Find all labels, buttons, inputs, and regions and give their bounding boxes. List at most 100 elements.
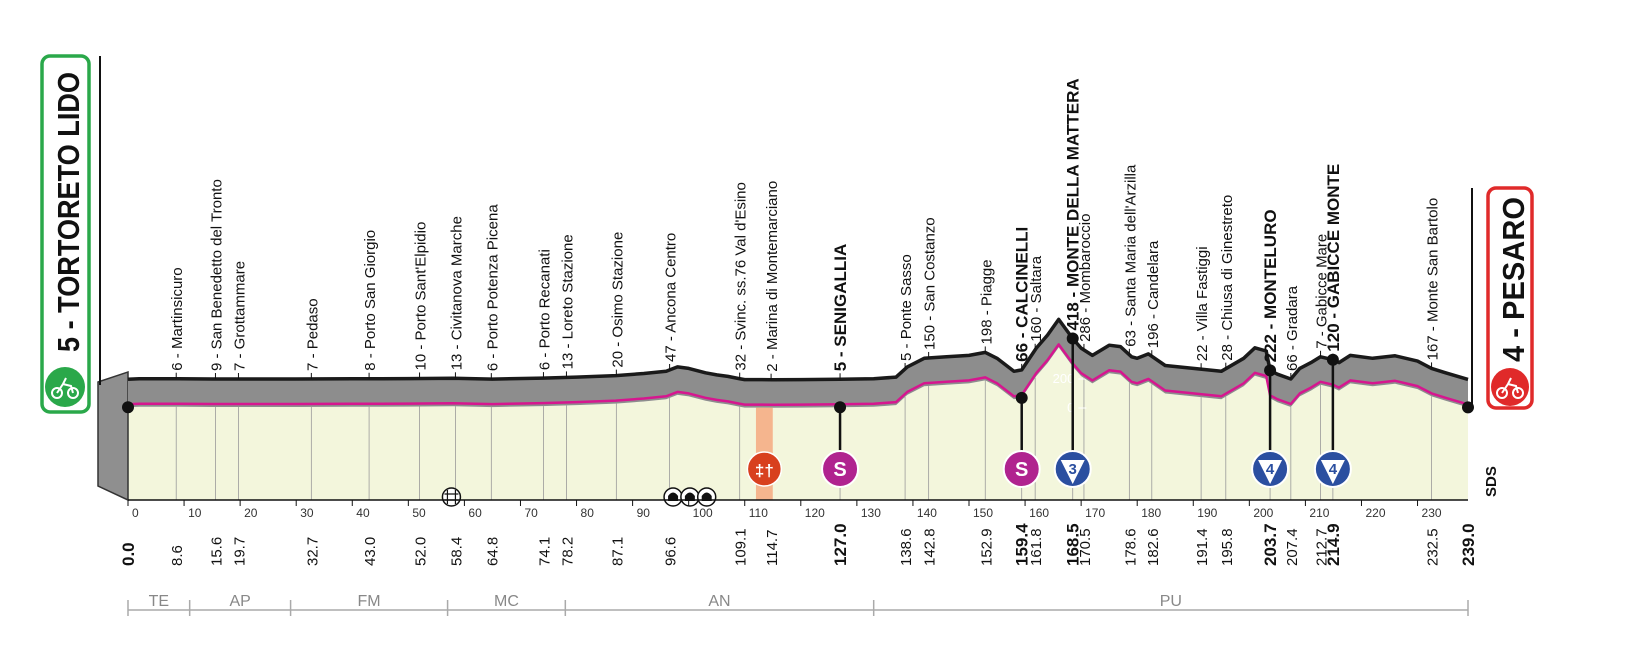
province-label: MC [494, 593, 519, 610]
profile-road-line [127, 343, 1469, 406]
intermediate-point-label: 7 - Pedaso [304, 298, 321, 371]
km-label: 64.8 [484, 537, 501, 566]
profile-base [128, 347, 1468, 500]
intermediate-point-label: 28 - Chiusa di Ginestreto [1219, 195, 1236, 361]
sprint-point [834, 401, 847, 414]
km-label: 0.0 [119, 542, 138, 566]
intermediate-point-label: 66 - CALCINELLI [1013, 227, 1032, 362]
km-label: 8.6 [169, 545, 186, 566]
sprint-point [1015, 391, 1028, 404]
altitude-tick-label: 200 [1053, 371, 1075, 386]
tunnel-arch [684, 492, 695, 501]
intermediate-point-label: 10 - Porto Sant'Elpidio [413, 222, 430, 371]
x-tick-label: 170 [1085, 506, 1105, 520]
start-point [122, 401, 134, 414]
railway-tracks [444, 490, 459, 504]
intermediate-point-label: 32 - Svinc. ss.76 Val d'Esino [733, 182, 750, 371]
start-cyclist-icon [45, 367, 85, 407]
tunnel-arch [701, 492, 712, 501]
intermediate-point-label: 5 - Ponte Sasso [898, 254, 915, 361]
km-label: 152.9 [978, 528, 995, 566]
intermediate-point-label: 286 - Mombaroccio [1077, 214, 1094, 342]
profile-side-slab [97, 370, 129, 502]
km-label: 78.2 [559, 537, 576, 566]
intermediate-point-label: 47 - Ancona Centro [663, 233, 680, 362]
start-badge: 5 - TORTORETO LIDO [40, 54, 101, 414]
finish-badge-frame [1486, 186, 1534, 410]
sprint-icon [821, 450, 860, 488]
km-label: 114.7 [764, 530, 781, 566]
km-label: 142.8 [922, 528, 939, 566]
profile-ridge-line [127, 317, 1469, 382]
km-label: 214.9 [1324, 523, 1343, 566]
intermediate-point-label: 7 - Grottammare [231, 261, 248, 371]
sprint-icon-label: S [833, 459, 846, 481]
km-label: 170.5 [1077, 528, 1094, 566]
x-tick-label: 80 [581, 506, 595, 520]
start-badge-frame [40, 54, 91, 414]
km-label: 19.7 [231, 537, 248, 566]
intermediate-point-label: 5 - SENIGALLIA [831, 244, 850, 372]
x-tick-label: 120 [805, 506, 825, 520]
km-label: 191.4 [1194, 528, 1211, 566]
x-tick-label: 210 [1309, 506, 1329, 520]
km-label: 203.7 [1261, 523, 1280, 566]
finish-cyclist-icon [1491, 368, 1529, 406]
sprint-icon [1002, 450, 1041, 488]
kom-triangle-icon [1320, 460, 1345, 484]
intermediate-point-label: 63 - Santa Maria dell'Arzilla [1122, 164, 1139, 347]
km-label: 182.6 [1145, 528, 1162, 566]
km-label: 168.5 [1064, 523, 1083, 566]
km-label: 74.1 [536, 537, 553, 566]
km-label: 138.6 [898, 528, 915, 566]
x-tick-label: 200 [1253, 506, 1273, 520]
feed-icon [746, 451, 783, 487]
km-label: 52.0 [413, 537, 430, 566]
km-label: 109.1 [733, 528, 750, 566]
intermediate-point-label: 6 - Porto Recanati [536, 249, 553, 370]
intermediate-point-label: 222 - MONTELURO [1261, 209, 1280, 362]
finish-town-label: 4 - PESARO [1496, 197, 1531, 362]
start-town-label: 5 - TORTORETO LIDO [51, 72, 86, 352]
x-tick-label: 190 [1197, 506, 1217, 520]
intermediate-point-label: 13 - Loreto Stazione [559, 234, 576, 369]
kom-triangle-icon [1060, 460, 1085, 484]
intermediate-point-label: 150 - San Costanzo [922, 217, 939, 350]
x-tick-label: 130 [861, 506, 881, 520]
kom-category-label: 4 [1329, 461, 1338, 478]
km-label: 43.0 [362, 537, 379, 566]
intermediate-point-label: 13 - Civitanova Marche [448, 216, 465, 370]
x-tick-label: 100 [693, 506, 713, 520]
intermediate-point-label: 198 - Piagge [978, 259, 995, 344]
tunnel-arch [668, 492, 679, 501]
km-label: 195.8 [1219, 528, 1236, 566]
km-label: 96.6 [663, 537, 680, 566]
km-label: 58.4 [448, 537, 465, 566]
intermediate-point-label: 196 - Candelara [1145, 240, 1162, 348]
intermediate-point-label: 6 - Martinsicuro [169, 267, 186, 370]
x-tick-label: 150 [973, 506, 993, 520]
kom-triangle-icon [1258, 460, 1283, 484]
x-tick-label: 140 [917, 506, 937, 520]
intermediate-point-label: 8 - Porto San Giorgio [362, 230, 379, 371]
kom-category-label: 3 [1069, 461, 1077, 478]
province-label: FM [358, 593, 381, 610]
sds-label: SDS [1483, 466, 1500, 497]
x-tick-label: 40 [356, 506, 370, 520]
sprint-icon-label: S [1015, 459, 1028, 481]
x-tick-label: 70 [524, 506, 538, 520]
x-tick-label: 0 [132, 506, 139, 520]
province-label: AP [229, 593, 250, 610]
km-label: 127.0 [831, 523, 850, 566]
km-label: 207.4 [1284, 528, 1301, 566]
intermediate-point-label: 418 - MONTE DELLA MATTERA [1064, 78, 1083, 330]
intermediate-point-label: 20 - Osimo Stazione [609, 232, 626, 368]
intermediate-point-label: 66 - Gradara [1284, 285, 1301, 371]
x-tick-label: 220 [1365, 506, 1385, 520]
x-tick-label: 110 [749, 506, 768, 520]
x-tick-label: 90 [637, 506, 651, 520]
x-tick-label: 10 [188, 506, 202, 520]
km-label: 212.7 [1314, 528, 1331, 566]
km-label: 232.5 [1425, 528, 1442, 566]
